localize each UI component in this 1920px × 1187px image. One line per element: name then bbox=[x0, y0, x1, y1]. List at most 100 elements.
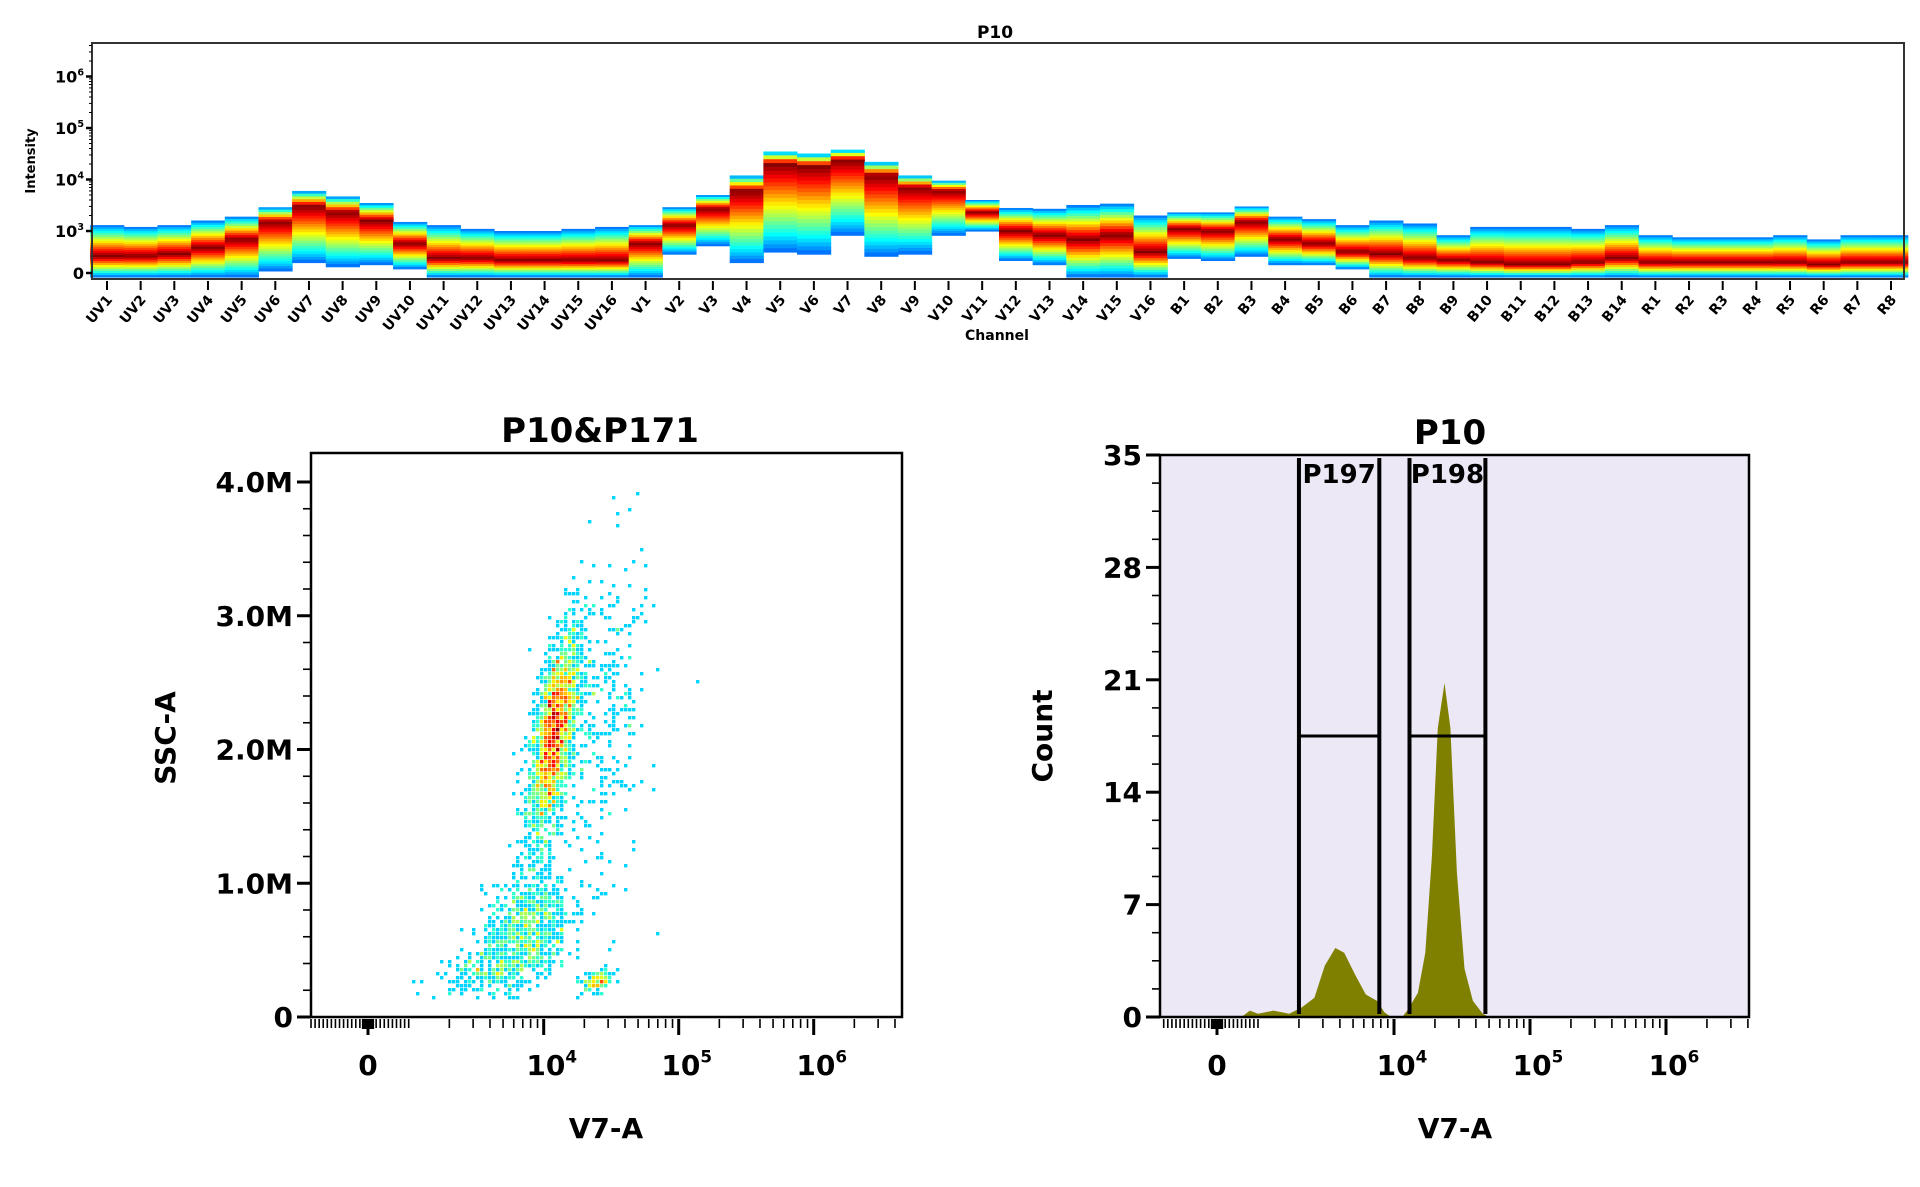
dot-plot-point bbox=[584, 616, 588, 620]
dot-plot-point bbox=[504, 932, 508, 936]
dot-plot-point bbox=[560, 732, 564, 736]
dot-plot-point bbox=[520, 932, 524, 936]
dot-plot-point bbox=[568, 716, 572, 720]
dot-plot-point bbox=[600, 780, 604, 784]
spectrum-cell bbox=[561, 245, 596, 248]
spectrum-cell bbox=[460, 228, 495, 232]
spectrum-cell bbox=[157, 265, 192, 268]
spectrum-cell bbox=[393, 245, 428, 248]
spectrum-column-V13 bbox=[1032, 208, 1067, 266]
dot-plot-point bbox=[540, 776, 544, 780]
spectrum-cell bbox=[157, 259, 192, 262]
dot-plot-point bbox=[600, 972, 604, 976]
dot-plot-point bbox=[580, 628, 584, 632]
spectrum-cell bbox=[628, 233, 663, 236]
dot-plot-point bbox=[556, 704, 560, 708]
spectrum-cell bbox=[1268, 233, 1303, 236]
dot-plot-point bbox=[516, 860, 520, 864]
spectrum-cell bbox=[1301, 247, 1337, 250]
spectrum-cell bbox=[864, 187, 899, 192]
spectrum-cell bbox=[1503, 234, 1539, 238]
dot-plot-point bbox=[608, 948, 612, 952]
dot-plot-y-label: SSC-A bbox=[149, 691, 182, 785]
spectrum-cell bbox=[1167, 256, 1202, 259]
dot-plot-point bbox=[520, 912, 524, 916]
spectrum-cell bbox=[1133, 229, 1168, 233]
dot-plot-point bbox=[556, 744, 560, 748]
spectrum-cell bbox=[157, 263, 192, 266]
dot-plot-point bbox=[540, 812, 544, 816]
dot-plot-point bbox=[624, 568, 628, 572]
spectrum-cell bbox=[999, 244, 1034, 247]
spectrum-cell bbox=[1436, 256, 1471, 259]
spectrum-cell bbox=[696, 222, 731, 225]
dot-plot-point bbox=[560, 752, 564, 756]
dot-plot-point bbox=[524, 824, 528, 828]
spectrum-column-B7 bbox=[1369, 220, 1404, 278]
dot-plot-point bbox=[432, 996, 436, 1000]
spectrum-cell bbox=[864, 190, 899, 196]
dot-plot-point bbox=[560, 668, 564, 672]
dot-plot-point bbox=[468, 960, 472, 964]
dot-plot-point bbox=[508, 940, 512, 944]
dot-plot-point bbox=[696, 680, 700, 684]
spectrum-cell bbox=[696, 206, 731, 210]
dot-plot-point bbox=[540, 836, 544, 840]
dot-plot-point bbox=[568, 592, 572, 596]
spectrum-cell bbox=[1537, 271, 1572, 274]
spectrum-cell bbox=[763, 163, 798, 168]
spectrum-cell bbox=[191, 270, 226, 274]
dot-plot-point bbox=[516, 940, 520, 944]
dot-plot-point bbox=[548, 724, 552, 728]
spectrum-cell bbox=[1604, 241, 1640, 244]
spectrum-cell bbox=[191, 233, 226, 237]
dot-plot-point bbox=[588, 640, 592, 644]
dot-plot-point bbox=[612, 756, 616, 760]
spectrum-cell bbox=[1840, 259, 1875, 262]
spectrum-y-tick-label: 106 bbox=[55, 67, 84, 86]
dot-plot-point bbox=[584, 672, 588, 676]
dot-plot-point bbox=[620, 656, 624, 660]
dot-plot-point bbox=[564, 756, 568, 760]
spectrum-cell bbox=[1874, 264, 1909, 267]
spectrum-cell bbox=[494, 266, 529, 269]
dot-plot-point bbox=[580, 660, 584, 664]
spectrum-cell bbox=[696, 216, 731, 220]
spectrum-cell bbox=[1066, 271, 1101, 275]
dot-plot-point bbox=[500, 972, 504, 976]
spectrum-cell bbox=[359, 236, 394, 240]
spectrum-cell bbox=[1032, 260, 1067, 264]
dot-plot-point bbox=[520, 892, 524, 896]
dot-plot-point bbox=[540, 740, 544, 744]
spectrum-cell bbox=[90, 251, 125, 254]
spectrum-cell bbox=[1571, 267, 1606, 271]
spectrum-cell bbox=[1604, 255, 1640, 258]
spectrum-cell bbox=[1335, 257, 1370, 260]
spectrum-cell bbox=[1133, 217, 1168, 221]
spectrum-cell bbox=[595, 226, 630, 230]
spectrum-cell bbox=[1133, 248, 1168, 252]
dot-plot-point bbox=[624, 684, 628, 688]
spectrum-cell bbox=[527, 264, 562, 267]
dot-plot-point bbox=[528, 964, 532, 968]
spectrum-cell bbox=[561, 262, 596, 265]
dot-plot-point bbox=[584, 676, 588, 680]
dot-plot-point bbox=[608, 616, 612, 620]
spectrum-cell bbox=[1571, 256, 1606, 260]
spectrum-cell bbox=[1167, 214, 1202, 217]
dot-plot-point bbox=[600, 976, 604, 980]
spectrum-cell bbox=[1874, 243, 1909, 246]
spectrum-x-tick-label: R2 bbox=[1673, 292, 1698, 318]
dot-plot-point bbox=[512, 892, 516, 896]
spectrum-cell bbox=[830, 212, 865, 217]
spectrum-cell bbox=[1335, 255, 1370, 258]
dot-plot-point bbox=[520, 748, 524, 752]
dot-plot-point bbox=[572, 732, 576, 736]
spectrum-cell bbox=[1066, 243, 1101, 248]
dot-plot-point bbox=[564, 628, 568, 632]
dot-plot-point bbox=[564, 912, 568, 916]
spectrum-cell bbox=[123, 275, 158, 278]
dot-plot-point bbox=[552, 700, 556, 704]
histogram-y-label: Count bbox=[1026, 689, 1059, 782]
dot-plot-point bbox=[604, 640, 608, 644]
